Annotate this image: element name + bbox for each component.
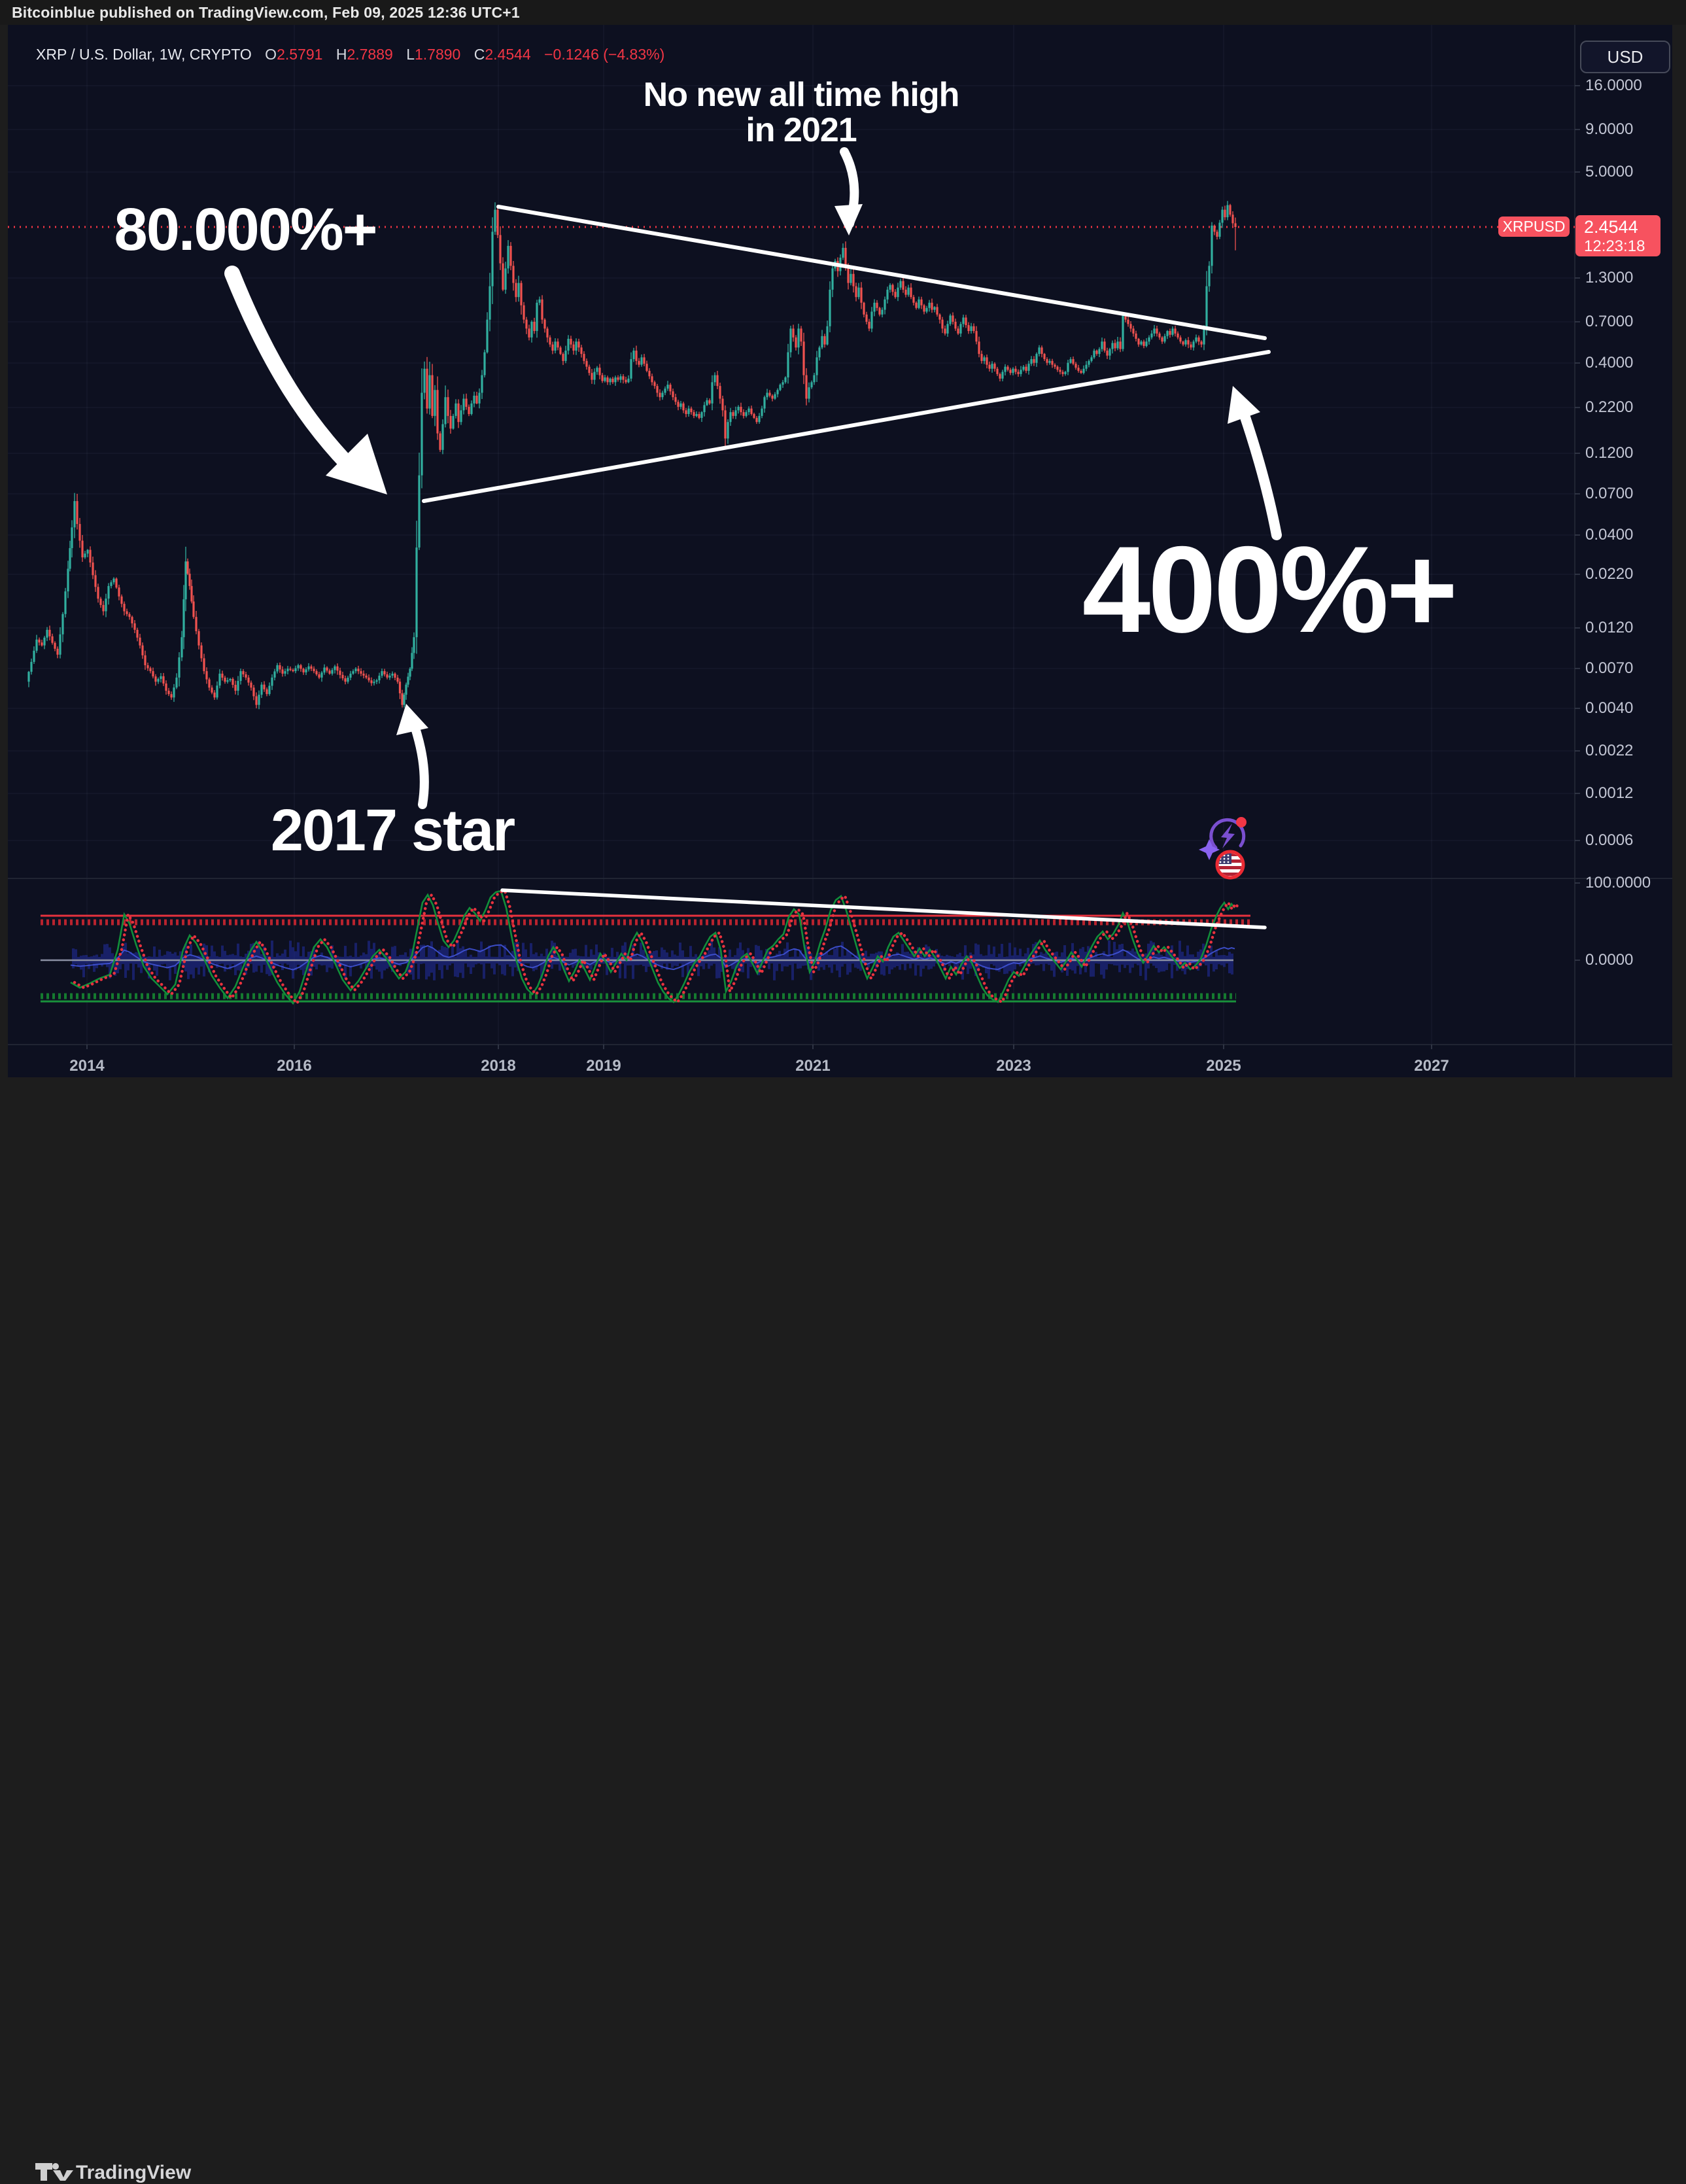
high-value: 2.7889 [347, 46, 393, 63]
time-axis-label: 2021 [795, 1057, 831, 1075]
close-value: 2.4544 [485, 46, 531, 63]
close-label: C [473, 46, 485, 63]
price-axis-label: 0.0040 [1585, 699, 1634, 717]
price-axis-label: 0.7000 [1585, 313, 1634, 330]
tradingview-logo-icon[interactable] [35, 2162, 73, 2182]
tradingview-logo-text[interactable]: TradingView [76, 2162, 192, 2183]
price-axis-label: 0.0700 [1585, 485, 1634, 502]
time-axis-label: 2027 [1414, 1057, 1449, 1075]
price-axis-label: 0.0400 [1585, 526, 1634, 544]
time-axis-label: 2023 [996, 1057, 1031, 1075]
price-axis-label: 0.0070 [1585, 659, 1634, 677]
price-axis-label: 1.3000 [1585, 269, 1634, 286]
price-axis-label: 0.0120 [1585, 619, 1634, 636]
time-axis-label: 2014 [69, 1057, 105, 1075]
last-price-value: 2.4544 [1584, 217, 1638, 237]
price-axis-label: 5.0000 [1585, 163, 1634, 181]
publish-bar: Bitcoinblue published on TradingView.com… [0, 0, 1686, 25]
price-axis-label: 100.0000 [1585, 874, 1651, 892]
branding-bar: TradingView [0, 1077, 1686, 2183]
bar-countdown: 12:23:18 [1584, 237, 1645, 255]
price-axis-label: 0.2200 [1585, 398, 1634, 416]
price-axis-label: 0.1200 [1585, 444, 1634, 462]
chart-panel [8, 25, 1672, 1077]
last-price-tag: 2.4544 12:23:18 [1575, 215, 1660, 256]
price-axis-label: 16.0000 [1585, 77, 1642, 94]
currency-label: USD [1607, 46, 1643, 67]
price-axis-label: 0.4000 [1585, 354, 1634, 372]
price-axis-label: 0.0220 [1585, 565, 1634, 583]
symbol-flag-text: XRPUSD [1502, 218, 1566, 235]
time-axis-label: 2019 [586, 1057, 621, 1075]
change-value: −0.1246 (−4.83%) [544, 46, 665, 63]
symbol-price-flag: XRPUSD [1498, 217, 1570, 237]
price-axis-label: 0.0006 [1585, 831, 1634, 849]
open-value: 2.5791 [277, 46, 323, 63]
publish-text: Bitcoinblue published on TradingView.com… [12, 4, 520, 21]
price-axis-label: 0.0000 [1585, 951, 1634, 969]
symbol-title: XRP / U.S. Dollar, 1W, CRYPTO [36, 46, 252, 63]
open-label: O [265, 46, 277, 63]
currency-toggle-button[interactable]: USD [1580, 41, 1670, 73]
price-axis-label: 0.0022 [1585, 742, 1634, 759]
time-axis-label: 2018 [481, 1057, 516, 1075]
time-axis-label: 2025 [1206, 1057, 1241, 1075]
low-value: 1.7890 [414, 46, 461, 63]
price-axis-label: 0.0012 [1585, 784, 1634, 802]
high-label: H [335, 46, 347, 63]
price-axis-label: 9.0000 [1585, 120, 1634, 138]
symbol-header[interactable]: XRP / U.S. Dollar, 1W, CRYPTO O2.5791 H2… [36, 46, 664, 63]
time-axis-label: 2016 [277, 1057, 312, 1075]
low-label: L [406, 46, 415, 63]
